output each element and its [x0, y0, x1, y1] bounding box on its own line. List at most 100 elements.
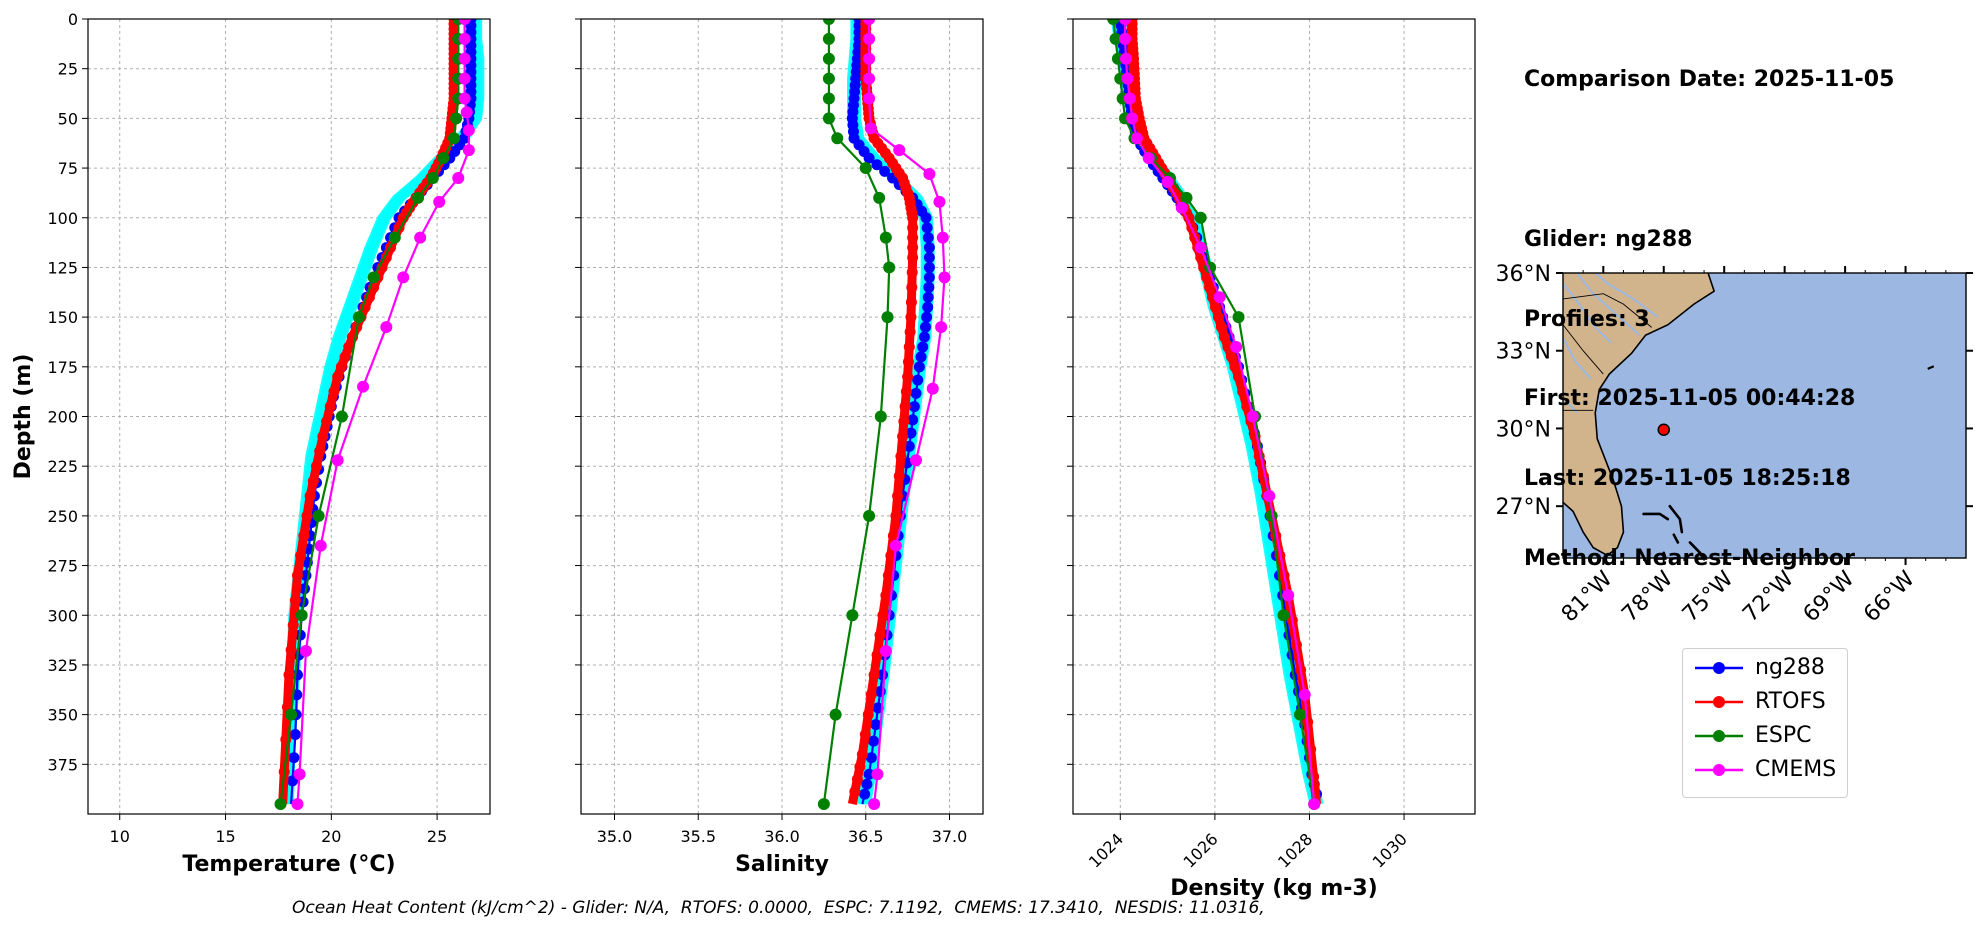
data-point-espc	[822, 72, 835, 85]
data-point-ng288	[918, 331, 930, 343]
data-point-cmems	[879, 645, 892, 658]
data-point-rtofs	[854, 761, 866, 773]
data-point-rtofs	[862, 709, 874, 721]
data-point-ng288	[908, 401, 920, 413]
data-point-cmems	[462, 144, 475, 157]
glider-name: Glider: ng288	[1524, 226, 1693, 252]
data-point-espc	[1194, 211, 1207, 224]
data-point-cmems	[1230, 340, 1243, 353]
land-group	[1563, 273, 1935, 558]
x-tick-label: 1030	[1369, 829, 1411, 871]
data-point-cmems	[1263, 490, 1276, 502]
data-point-espc	[822, 112, 835, 125]
river	[1563, 337, 1592, 380]
data-point-rtofs	[849, 786, 861, 798]
data-point-cmems	[926, 382, 939, 395]
data-point-cmems	[433, 195, 446, 208]
y-tick-label: 375	[47, 755, 78, 774]
x-tick-label: 37.0	[932, 827, 968, 846]
data-point-cmems	[863, 92, 876, 105]
data-point-rtofs	[900, 386, 912, 398]
map-y-tick-label: 30°N	[1496, 417, 1551, 442]
data-point-ng288	[919, 321, 931, 333]
data-point-espc	[863, 509, 876, 522]
data-point-ng288	[923, 242, 935, 254]
data-point-rtofs	[1225, 351, 1237, 363]
method: Method: Nearest-Neighbor	[1524, 545, 1855, 571]
y-axis-label: Depth (m)	[11, 354, 36, 480]
legend-item-rtofs: RTOFS	[1691, 687, 1841, 717]
data-point-espc	[881, 311, 894, 324]
data-point-rtofs	[335, 361, 347, 373]
data-point-rtofs	[904, 326, 916, 338]
data-point-cmems	[1298, 688, 1311, 701]
data-point-espc	[829, 708, 842, 721]
data-point-cmems	[1161, 175, 1174, 188]
y-tick-label: 50	[58, 109, 78, 128]
data-point-ng288	[861, 778, 873, 790]
island	[1662, 551, 1667, 558]
data-point-espc	[295, 609, 308, 622]
island	[1688, 541, 1705, 558]
series-group	[817, 19, 951, 811]
bermuda	[1927, 365, 1935, 370]
data-point-ng288	[907, 414, 919, 426]
temperature-panel: 10 15 20 2502550751001251501752002252502753…	[11, 10, 491, 877]
data-point-rtofs	[304, 490, 316, 502]
legend: ng288 RTOFS ESPC CMEMS	[1682, 648, 1848, 798]
y-tick-label: 250	[47, 507, 78, 526]
data-point-rtofs	[314, 445, 326, 457]
data-point-cmems	[1126, 112, 1139, 125]
data-point-cmems	[863, 32, 876, 45]
data-point-ng288	[865, 752, 877, 764]
data-point-rtofs	[868, 669, 880, 681]
data-point-cmems	[1123, 92, 1136, 105]
data-point-rtofs	[343, 341, 355, 353]
legend-item-cmems: CMEMS	[1691, 755, 1841, 785]
data-point-rtofs	[905, 296, 917, 308]
y-tick-label: 225	[47, 457, 78, 476]
data-point-ng288	[913, 361, 925, 373]
data-point-ng288	[922, 232, 934, 244]
data-point-cmems	[1119, 52, 1132, 65]
data-point-rtofs	[880, 589, 892, 601]
data-point-rtofs	[289, 594, 301, 606]
data-point-espc	[274, 798, 287, 811]
y-tick-label: 0	[68, 10, 78, 29]
data-point-cmems	[314, 539, 327, 552]
location-map: 81°W 78°W 75°W 72°W 69°W 66°W36°N33°N30°N27°N	[1496, 262, 1973, 627]
data-point-espc	[1109, 32, 1122, 45]
data-point-rtofs	[907, 252, 919, 263]
data-point-espc	[450, 112, 463, 125]
x-tick-label: 35.0	[597, 827, 633, 846]
y-tick-label: 200	[47, 408, 78, 427]
data-point-cmems	[923, 168, 936, 181]
data-point-rtofs	[899, 401, 911, 413]
x-tick-label: 1024	[1085, 829, 1127, 871]
data-point-rtofs	[907, 232, 919, 244]
profiles-count: Profiles: 3	[1524, 306, 1650, 332]
data-point-rtofs	[907, 222, 919, 234]
data-point-cmems	[458, 92, 471, 105]
data-point-ng288	[923, 271, 935, 283]
y-tick-label: 350	[47, 706, 78, 725]
data-point-espc	[367, 271, 380, 284]
data-point-espc	[879, 231, 892, 244]
data-point-rtofs	[311, 460, 323, 472]
data-point-cmems	[380, 321, 393, 334]
info-block: Comparison Date: 2025-11-05 Glider: ng28…	[1524, 14, 1894, 599]
data-point-espc	[822, 92, 835, 105]
data-point-cmems	[462, 124, 475, 137]
map-y-tick-label: 36°N	[1496, 262, 1551, 287]
data-point-cmems	[871, 768, 884, 781]
info-spacer	[1524, 147, 1894, 174]
data-point-rtofs	[895, 450, 907, 462]
data-point-cmems	[936, 231, 949, 244]
legend-label: ng288	[1755, 655, 1825, 680]
data-point-espc	[873, 191, 886, 204]
data-point-cmems	[1119, 32, 1132, 45]
data-point-cmems	[935, 321, 948, 334]
y-tick-label: 150	[47, 308, 78, 327]
data-point-ng288	[289, 729, 301, 740]
data-point-espc	[846, 609, 859, 622]
